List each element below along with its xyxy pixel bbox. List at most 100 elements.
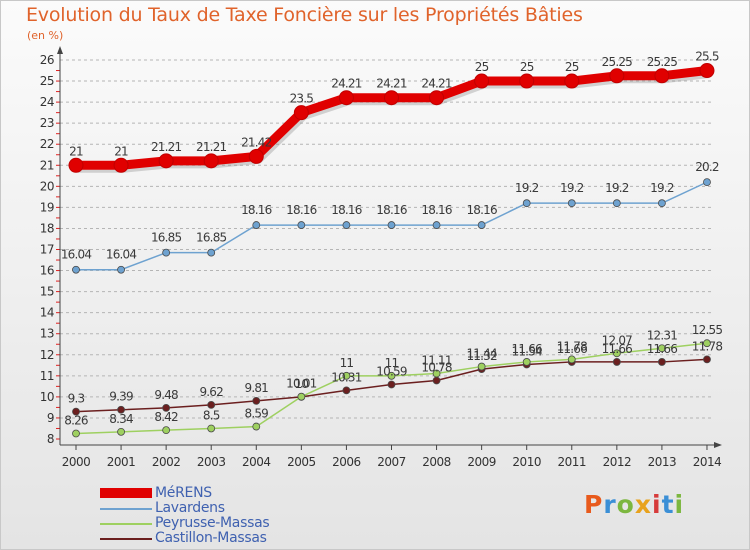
data-label: 11.11	[421, 354, 452, 368]
data-point	[293, 105, 309, 121]
data-point	[252, 221, 261, 229]
data-label: 18.16	[286, 203, 317, 217]
unit-label: (en %)	[27, 29, 64, 42]
y-tick-label: 11	[40, 369, 54, 383]
data-label: 9.62	[199, 385, 223, 399]
data-point	[72, 407, 80, 416]
data-point	[113, 157, 129, 173]
data-label: 19.2	[605, 181, 629, 195]
data-label: 25	[475, 60, 489, 74]
data-label: 21	[114, 144, 128, 158]
data-label: 11.66	[602, 342, 633, 356]
data-point	[207, 248, 216, 257]
logo-letter: o	[616, 490, 635, 519]
data-label: 18.16	[241, 203, 272, 217]
data-point	[522, 199, 531, 208]
data-label: 12.07	[602, 333, 633, 347]
data-point	[432, 221, 441, 229]
data-label: 10	[295, 377, 309, 391]
legend-swatch-merens	[100, 488, 152, 498]
data-label: 16.85	[151, 231, 182, 245]
data-point	[72, 429, 80, 438]
data-point	[432, 369, 441, 378]
data-point	[117, 427, 125, 436]
legend-swatch-lavardens	[100, 508, 152, 510]
data-point	[474, 73, 490, 89]
y-tick-label: 25	[40, 74, 54, 88]
data-point	[342, 371, 351, 380]
data-label: 9.48	[154, 388, 178, 402]
logo-letter: x	[634, 490, 652, 519]
data-point	[522, 358, 531, 366]
data-point	[387, 380, 396, 389]
data-label: 18.16	[466, 203, 497, 217]
data-point	[609, 68, 625, 84]
data-label: 9.3	[68, 392, 85, 406]
proxiti-logo: Proxiti	[584, 490, 684, 519]
legend-label-merens: MéRENS	[155, 485, 212, 501]
x-tick-label: 2009	[467, 455, 496, 469]
data-label: 8.5	[203, 408, 220, 422]
data-labels-castillon-massas: 9.3 9.39 9.48 9.62 9.81 10 10.31 10.59 10.78 11.3…	[68, 339, 723, 405]
data-label: 18.16	[421, 203, 452, 217]
data-point	[519, 73, 535, 89]
data-label: 11.44	[466, 347, 497, 361]
data-point	[342, 221, 351, 229]
chart-title: Evolution du Taux de Taxe Foncière sur l…	[26, 4, 583, 26]
data-point	[338, 90, 354, 106]
data-label: 11.66	[512, 342, 543, 356]
data-point	[387, 221, 396, 229]
data-label: 8.26	[64, 414, 88, 428]
data-point	[654, 68, 670, 84]
data-label: 25	[520, 60, 534, 74]
data-label: 8.42	[154, 410, 178, 424]
data-point	[383, 90, 399, 106]
data-point	[699, 63, 715, 79]
data-label: 11.66	[557, 342, 588, 356]
data-label: 24.21	[331, 77, 362, 91]
data-point	[72, 265, 80, 274]
data-label: 19.2	[515, 181, 539, 195]
legend-swatch-castillon-massas	[100, 538, 152, 540]
data-point	[658, 199, 666, 208]
x-tick-label: 2007	[377, 455, 406, 469]
y-tick-label: 8	[47, 432, 54, 446]
data-label: 10.78	[421, 360, 452, 374]
x-axis-arrow	[714, 442, 722, 448]
data-label: 25.5	[695, 50, 719, 64]
data-point	[567, 355, 576, 364]
y-tick-label: 17	[40, 243, 54, 257]
x-tick-label: 2013	[648, 455, 677, 469]
data-label: 24.21	[421, 77, 452, 91]
data-point	[658, 358, 666, 366]
x-tick-label: 2002	[152, 455, 181, 469]
data-point	[203, 153, 219, 169]
data-point	[703, 339, 711, 348]
data-point	[117, 265, 125, 274]
data-point	[567, 199, 576, 208]
y-tick-label: 23	[40, 116, 54, 130]
data-label: 25	[565, 60, 579, 74]
data-point	[252, 396, 261, 405]
data-point	[207, 400, 216, 409]
y-tick-label: 15	[40, 285, 54, 299]
data-label: 25.25	[647, 55, 678, 69]
x-tick-label: 2011	[557, 455, 586, 469]
x-tick-label: 2014	[693, 455, 722, 469]
data-label: 10.59	[376, 364, 407, 378]
data-label: 8.59	[245, 407, 269, 421]
data-label: 18.16	[331, 203, 362, 217]
data-labels-lavardens: 16.04 16.04 16.85 16.85 18.16 18.16 18.16 18.16…	[61, 160, 720, 262]
data-point	[162, 248, 171, 257]
data-point	[162, 403, 171, 412]
y-tick-label: 22	[40, 137, 54, 151]
data-label: 24.21	[376, 77, 407, 91]
data-labels-merens: 21 21 21.21 21.21 21.42 23.5 24.21 24.21 24.21 25…	[69, 50, 720, 159]
data-point	[564, 73, 580, 89]
y-tick-label: 20	[40, 179, 54, 193]
data-point	[477, 362, 486, 371]
y-tick-label: 13	[40, 327, 54, 341]
data-point	[297, 221, 306, 229]
